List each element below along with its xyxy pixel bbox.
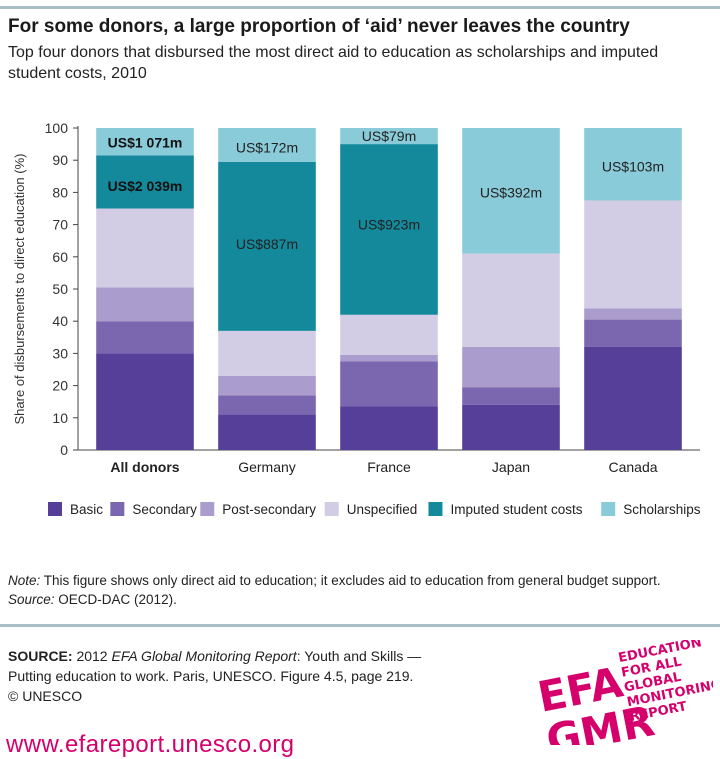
bar-segment [584,346,682,450]
y-tick-label: 80 [52,184,68,200]
stacked-bar-chart: 0 10 20 30 40 50 60 70 80 90 100 Share of disbursem… [12,120,701,517]
data-label: US$887m [236,236,298,252]
bar-segment [340,406,438,450]
y-tick-label: 30 [52,345,68,361]
y-tick-label: 0 [60,442,68,458]
data-label: US$2 039m [108,178,183,194]
data-label: US$392m [480,184,542,200]
top-rule [0,6,720,9]
bar-segment [218,375,316,396]
bar-segment [96,208,194,288]
source-label: SOURCE: [8,648,73,664]
bar-segment [462,387,560,405]
legend-label: Secondary [132,502,197,517]
legend-label: Imputed student costs [450,502,582,517]
bar-segment [96,155,194,209]
bar-segment [218,395,316,415]
y-tick-label: 70 [52,217,68,233]
bar-segment [340,128,438,145]
legend-swatch [48,502,62,516]
note-source-text: OECD-DAC (2012). [58,592,177,607]
source-rest: : Youth and Skills — Putting education t… [8,648,422,684]
bar-segment [218,414,316,450]
bar-segment [340,314,438,356]
note-source-label: Source: [8,592,55,607]
bar-segment [340,144,438,315]
legend-swatch [601,502,616,516]
bar-segment [96,321,194,354]
bar-segment [96,287,194,322]
data-label: US$1 071m [108,134,183,150]
y-tick-label: 60 [52,249,68,265]
y-tick-label: 100 [45,120,69,136]
bar-segment [96,353,194,450]
website-link[interactable]: www.efareport.unesco.org [6,731,295,758]
y-tick-label: 10 [52,410,68,426]
data-label: US$79m [362,128,416,144]
category-label: All donors [110,459,179,475]
bar-segment [96,128,194,156]
bar-segment [462,253,560,347]
bar-segment [584,128,682,201]
data-label: US$103m [602,159,664,175]
bar-segment [218,330,316,376]
data-label: US$172m [236,139,298,155]
bar-segment [340,355,438,362]
legend-label: Post-secondary [222,502,316,517]
y-tick-label: 20 [52,378,68,394]
category-label: Japan [492,459,530,475]
bar-segment [462,128,560,254]
chart-title: For some donors, a large proportion of ‘… [8,16,630,37]
legend-swatch [110,502,125,516]
figure-note: Note: This figure shows only direct aid … [8,571,661,609]
legend-swatch [428,502,443,516]
bar-segment [462,404,560,450]
category-label: France [367,459,411,475]
source-year: 2012 [76,648,108,664]
note-text: This figure shows only direct aid to edu… [43,573,661,588]
note-label: Note: [8,573,41,588]
legend-swatch [324,502,339,516]
bar-segment [584,308,682,320]
legend-label: Basic [70,502,103,517]
y-axis-title: Share of disbursements to direct educati… [12,154,27,425]
bar-segment [584,200,682,309]
y-tick-label: 40 [52,313,68,329]
bar-segment [462,346,560,388]
y-tick-label: 50 [52,281,68,297]
bar-segment [584,319,682,347]
y-tick-label: 90 [52,152,68,168]
data-label: US$923m [358,217,420,233]
legend-label: Unspecified [347,502,418,517]
legend-label: Scholarships [623,502,701,517]
bar-segment [218,128,316,162]
section-rule [0,624,720,627]
bar-segment [218,161,316,331]
category-label: Canada [608,459,657,475]
legend-swatch [200,502,215,516]
source-block: SOURCE: 2012 EFA Global Monitoring Repor… [8,646,428,706]
chart-subtitle: Top four donors that disbursed the most … [8,44,659,82]
copyright: © UNESCO [8,688,83,704]
bar-segment [340,361,438,407]
source-report-title: EFA Global Monitoring Report [111,648,297,664]
category-label: Germany [238,459,296,475]
